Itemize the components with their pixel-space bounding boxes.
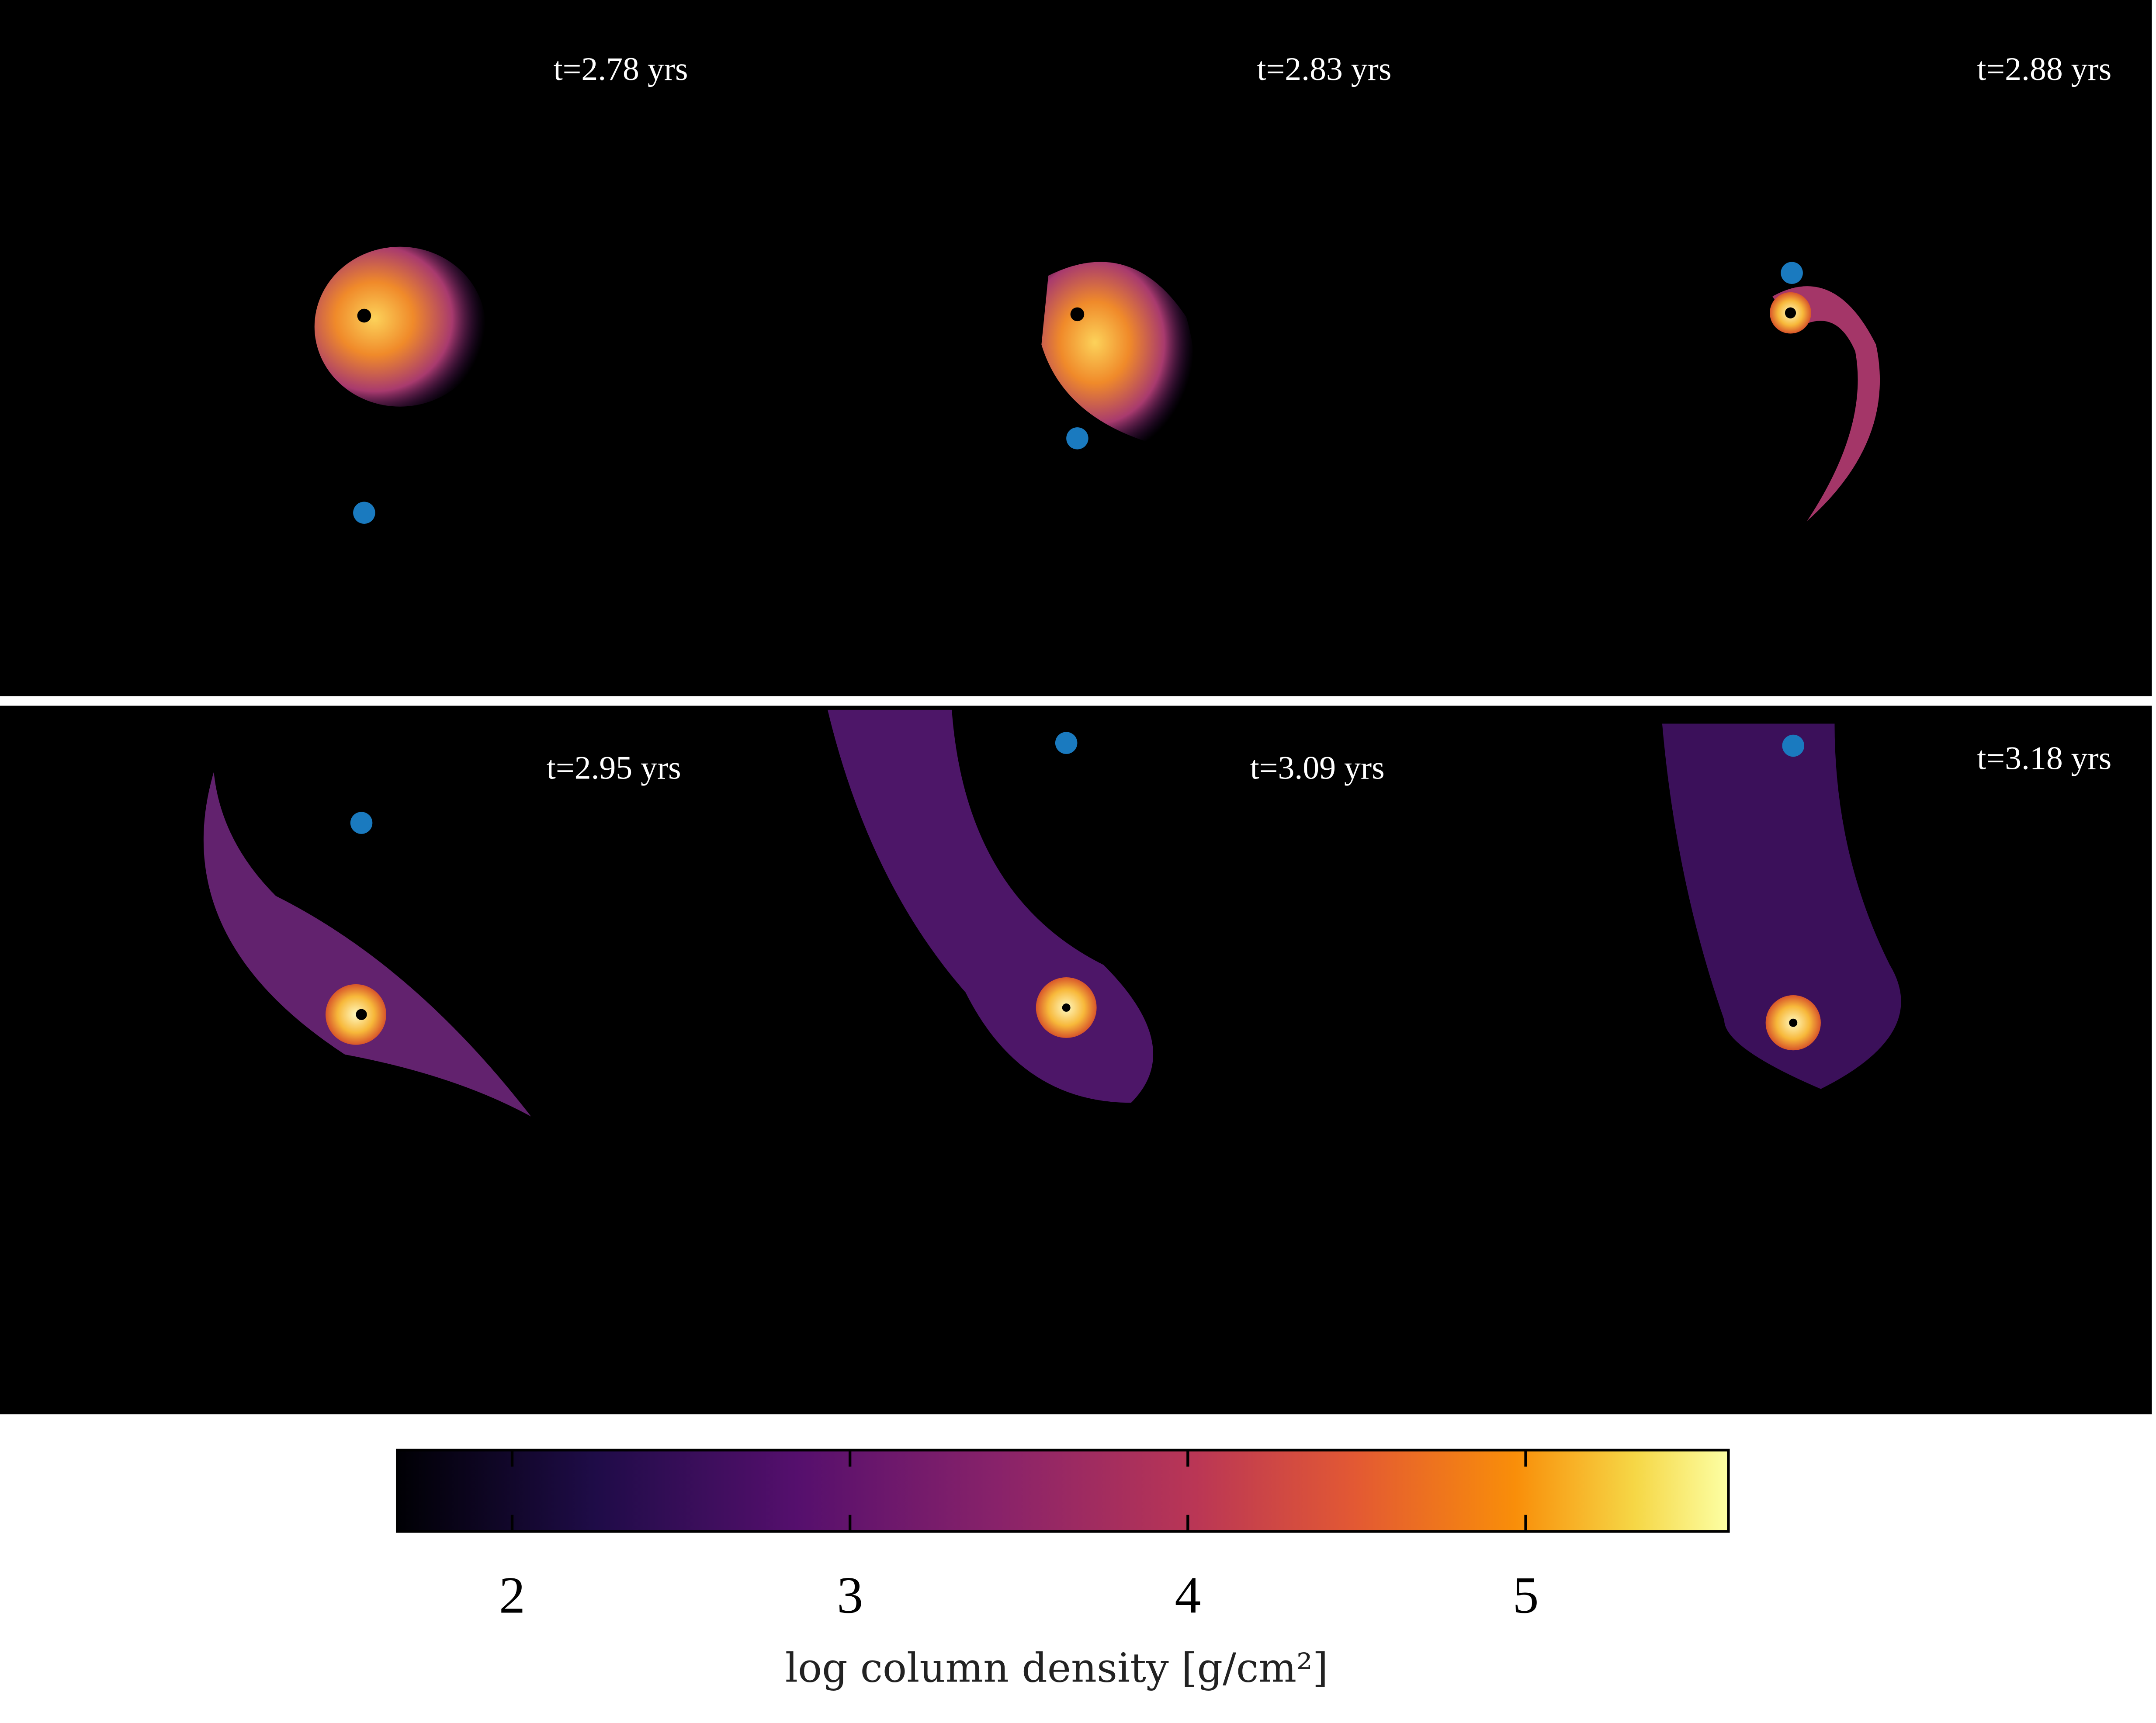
sink	[1070, 307, 1085, 322]
tick-label: 5	[1513, 1566, 1539, 1624]
sink	[356, 1009, 367, 1020]
companion	[1782, 734, 1805, 757]
companion	[1066, 427, 1088, 450]
colorbar	[395, 1449, 1730, 1533]
companion	[1781, 262, 1803, 284]
stream	[1772, 286, 1880, 521]
companion	[353, 502, 375, 524]
tick-label: 2	[499, 1566, 525, 1624]
colorbar-label: log column density [g/cm²]	[785, 1644, 1328, 1691]
tick-label: 3	[837, 1566, 863, 1624]
companion	[1055, 732, 1078, 754]
sink	[1785, 307, 1796, 318]
sink	[357, 308, 371, 323]
sink	[1789, 1018, 1798, 1027]
time-label: t=3.09 yrs	[1250, 750, 1385, 786]
time-label: t=2.88 yrs	[1977, 51, 2111, 87]
time-label: t=3.18 yrs	[1977, 740, 2111, 777]
sink	[1062, 1003, 1071, 1012]
disk	[314, 246, 486, 407]
time-label: t=2.95 yrs	[547, 750, 681, 786]
tick-label: 4	[1175, 1566, 1201, 1624]
stream	[203, 772, 531, 1117]
time-label: t=2.78 yrs	[554, 51, 688, 87]
time-label: t=2.83 yrs	[1257, 51, 1392, 87]
stream	[1662, 723, 1901, 1089]
disk	[1041, 262, 1194, 441]
companion	[350, 812, 373, 834]
